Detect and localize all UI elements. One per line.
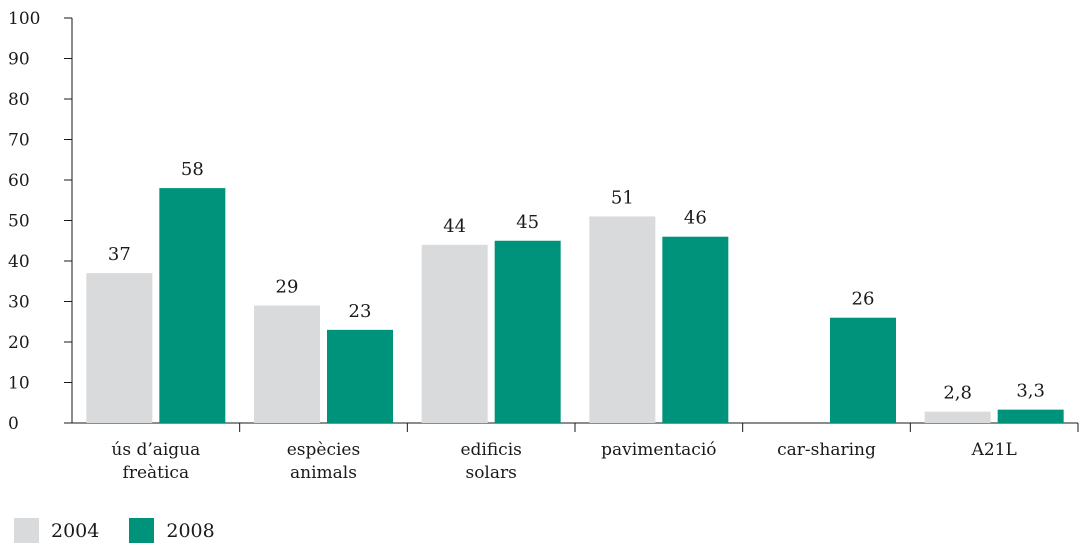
y-tick-label: 100: [8, 9, 40, 29]
bar-2008-0: [159, 188, 226, 423]
x-category-label: solars: [465, 463, 516, 483]
bar-2008-4: [830, 317, 896, 423]
x-category-label: pavimentació: [601, 440, 716, 460]
data-label: 2,8: [943, 383, 972, 404]
data-label: 3,3: [1016, 381, 1045, 402]
y-tick-label: 30: [8, 293, 30, 313]
y-tick-label: 60: [8, 171, 30, 191]
data-label: 44: [443, 216, 466, 237]
legend-label-2008: 2008: [166, 519, 215, 542]
data-label: 51: [611, 187, 634, 208]
legend-item-2004: 2004: [14, 518, 99, 543]
x-category-label: freàtica: [123, 463, 190, 483]
legend-swatch-2004: [14, 518, 39, 543]
y-tick-label: 70: [8, 131, 30, 151]
x-category-label: espècies: [287, 440, 360, 460]
y-tick-label: 0: [8, 414, 19, 434]
legend-swatch-2008: [129, 518, 155, 543]
x-category-label: animals: [290, 463, 357, 483]
bar-2008-5: [997, 409, 1064, 423]
data-label: 23: [349, 301, 372, 322]
bar-2004-5: [924, 411, 991, 423]
data-label: 45: [516, 212, 539, 233]
bar-2004-0: [86, 273, 153, 423]
bar-2004-3: [589, 216, 656, 423]
y-tick-label: 50: [8, 212, 30, 232]
data-label: 29: [276, 277, 299, 298]
bar-2008-1: [327, 329, 393, 423]
x-category-label: edificis: [460, 440, 521, 460]
y-tick-label: 20: [8, 333, 30, 353]
y-tick-label: 40: [8, 252, 30, 272]
x-category-label: car-sharing: [777, 440, 876, 460]
legend-label-2004: 2004: [51, 519, 100, 542]
bar-2008-3: [662, 236, 729, 423]
data-label: 58: [181, 159, 204, 180]
data-label: 46: [684, 208, 707, 229]
y-tick-label: 80: [8, 90, 30, 110]
data-label: 26: [852, 289, 875, 310]
data-label: 37: [108, 244, 131, 265]
x-category-label: ús d’aigua: [111, 440, 200, 460]
legend-item-2008: 2008: [129, 518, 215, 543]
bar-2004-2: [421, 244, 488, 423]
bar-chart: 0 10 20 30 40 50 60 70 80 90 100 37 58 ús d’aigua freà…: [8, 9, 1079, 483]
y-tick-label: 90: [8, 50, 30, 70]
bar-2004-1: [254, 305, 320, 423]
x-category-label: A21L: [971, 440, 1017, 460]
y-tick-label: 10: [8, 374, 30, 394]
bar-2008-2: [494, 240, 561, 423]
legend: 2004 2008: [14, 518, 245, 543]
